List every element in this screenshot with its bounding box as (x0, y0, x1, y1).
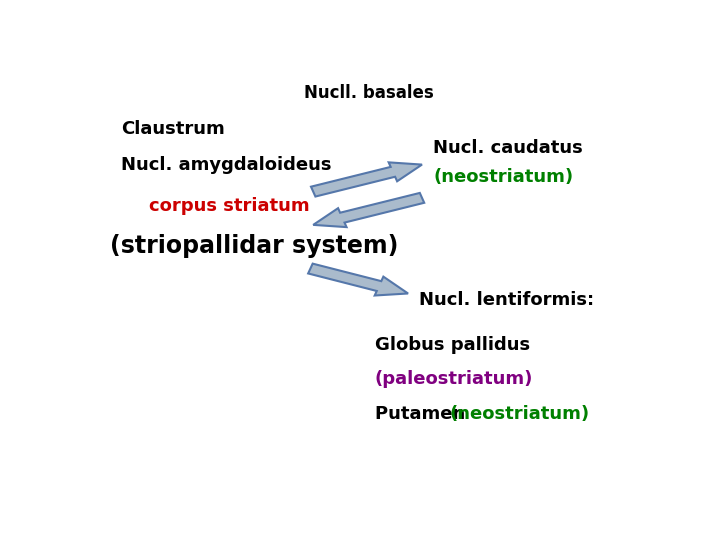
Text: Nucl. caudatus: Nucl. caudatus (433, 139, 583, 157)
Text: (striopallidar system): (striopallidar system) (109, 234, 398, 258)
Text: Claustrum: Claustrum (121, 120, 225, 138)
Text: Putamen: Putamen (374, 405, 471, 423)
Polygon shape (313, 193, 424, 227)
Text: (neostriatum): (neostriatum) (450, 405, 590, 423)
Text: Nucl. amygdaloideus: Nucl. amygdaloideus (121, 156, 331, 173)
Text: (neostriatum): (neostriatum) (433, 168, 573, 186)
Text: corpus striatum: corpus striatum (148, 197, 309, 215)
Text: Globus pallidus: Globus pallidus (374, 336, 530, 354)
Text: Nucl. lentiformis:: Nucl. lentiformis: (419, 291, 594, 309)
Text: Nucll. basales: Nucll. basales (304, 84, 434, 102)
Text: (paleostriatum): (paleostriatum) (374, 370, 533, 388)
Polygon shape (311, 163, 422, 197)
Polygon shape (308, 264, 408, 295)
